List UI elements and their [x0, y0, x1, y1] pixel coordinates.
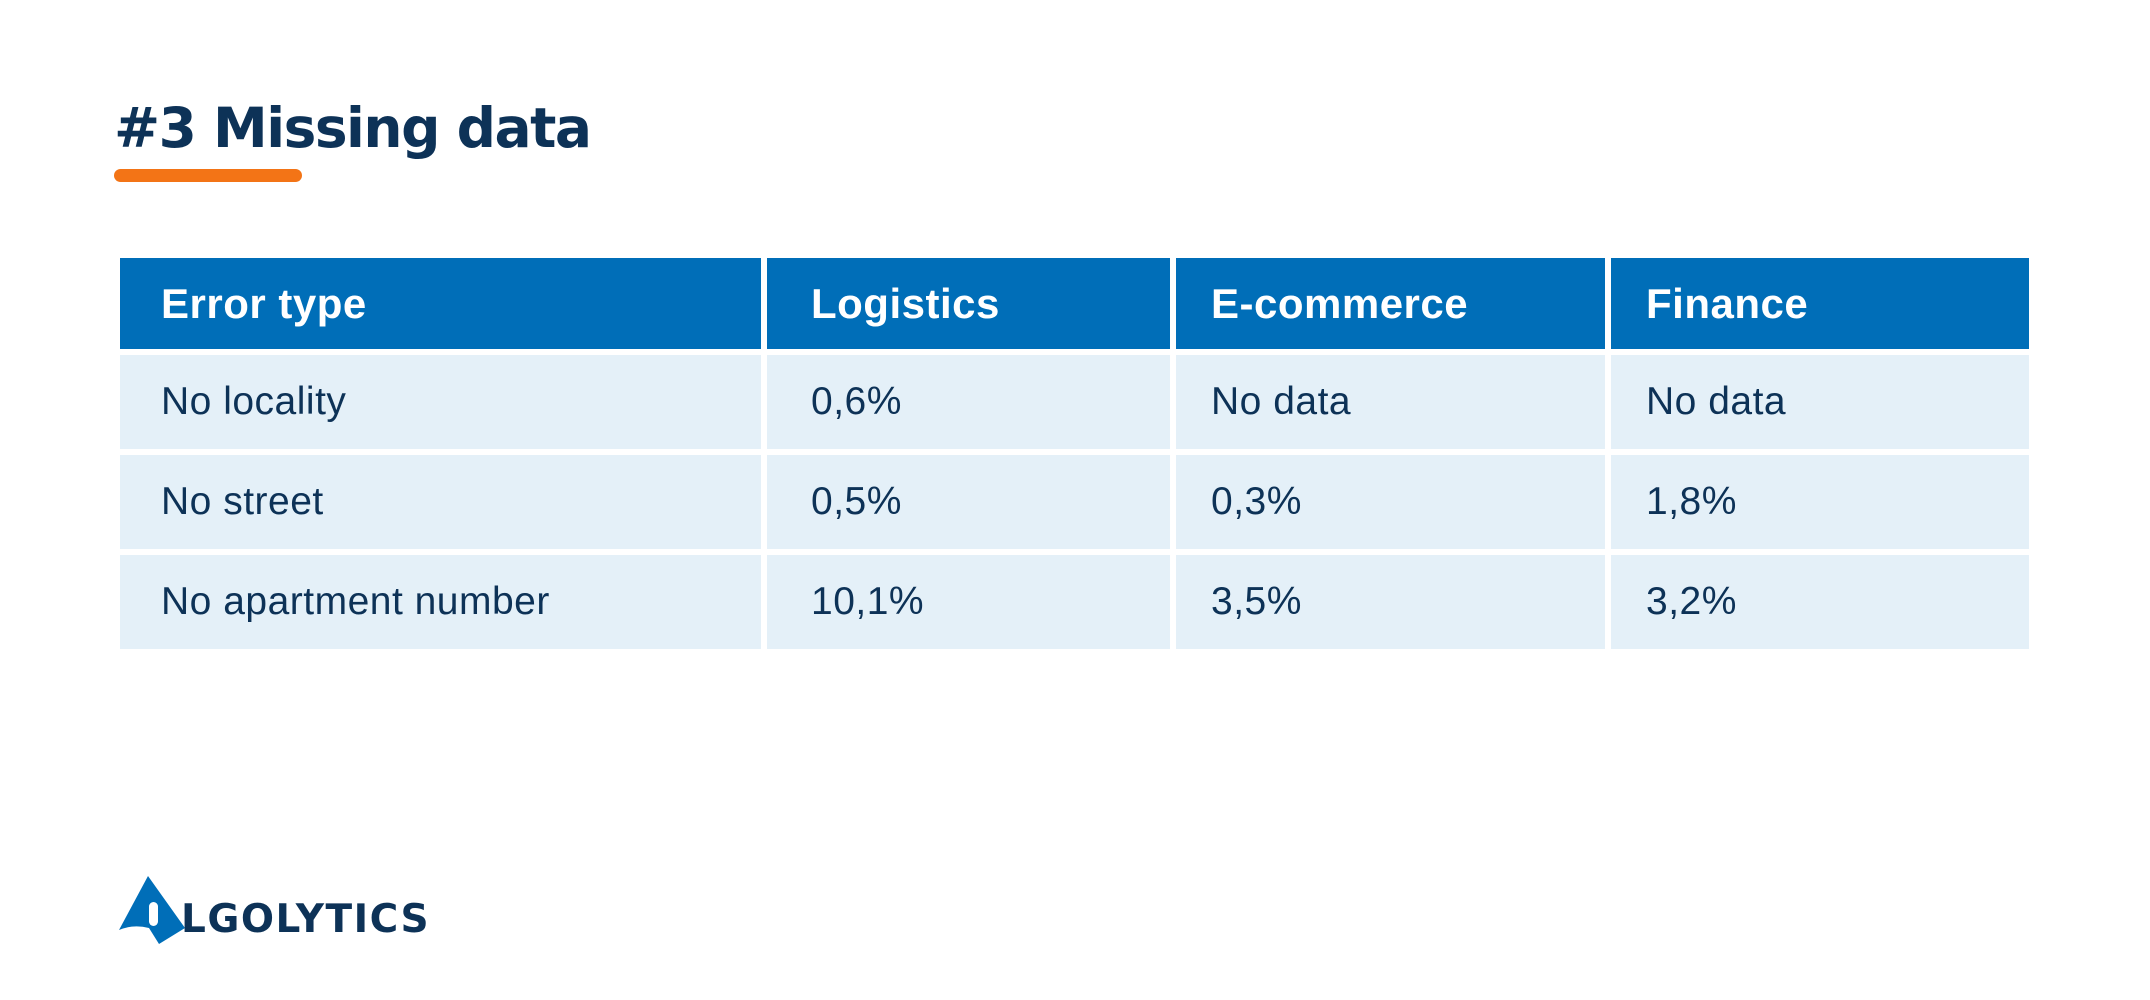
table-row: No apartment number 10,1% 3,5% 3,2%	[120, 555, 2029, 649]
column-header-logistics: Logistics	[767, 258, 1170, 349]
cell-error-type: No apartment number	[120, 555, 761, 649]
cell-finance: 1,8%	[1611, 455, 2029, 549]
page-title: #3 Missing data	[114, 96, 592, 160]
cell-logistics: 0,6%	[767, 355, 1170, 449]
title-underline	[114, 169, 302, 182]
column-header-e-commerce: E-commerce	[1176, 258, 1605, 349]
cell-e-commerce: 3,5%	[1176, 555, 1605, 649]
missing-data-table: Error type Logistics E-commerce Finance …	[114, 252, 2035, 655]
algolytics-a-icon	[119, 876, 185, 944]
algolytics-logo: LGOLYTICS	[115, 870, 430, 950]
cell-e-commerce: 0,3%	[1176, 455, 1605, 549]
cell-e-commerce: No data	[1176, 355, 1605, 449]
table-row: No street 0,5% 0,3% 1,8%	[120, 455, 2029, 549]
table-row: No locality 0,6% No data No data	[120, 355, 2029, 449]
cell-logistics: 0,5%	[767, 455, 1170, 549]
cell-finance: No data	[1611, 355, 2029, 449]
cell-error-type: No street	[120, 455, 761, 549]
cell-logistics: 10,1%	[767, 555, 1170, 649]
column-header-finance: Finance	[1611, 258, 2029, 349]
cell-error-type: No locality	[120, 355, 761, 449]
column-header-error-type: Error type	[120, 258, 761, 349]
cell-finance: 3,2%	[1611, 555, 2029, 649]
table-header-row: Error type Logistics E-commerce Finance	[120, 258, 2029, 349]
logo-text: LGOLYTICS	[181, 896, 431, 942]
